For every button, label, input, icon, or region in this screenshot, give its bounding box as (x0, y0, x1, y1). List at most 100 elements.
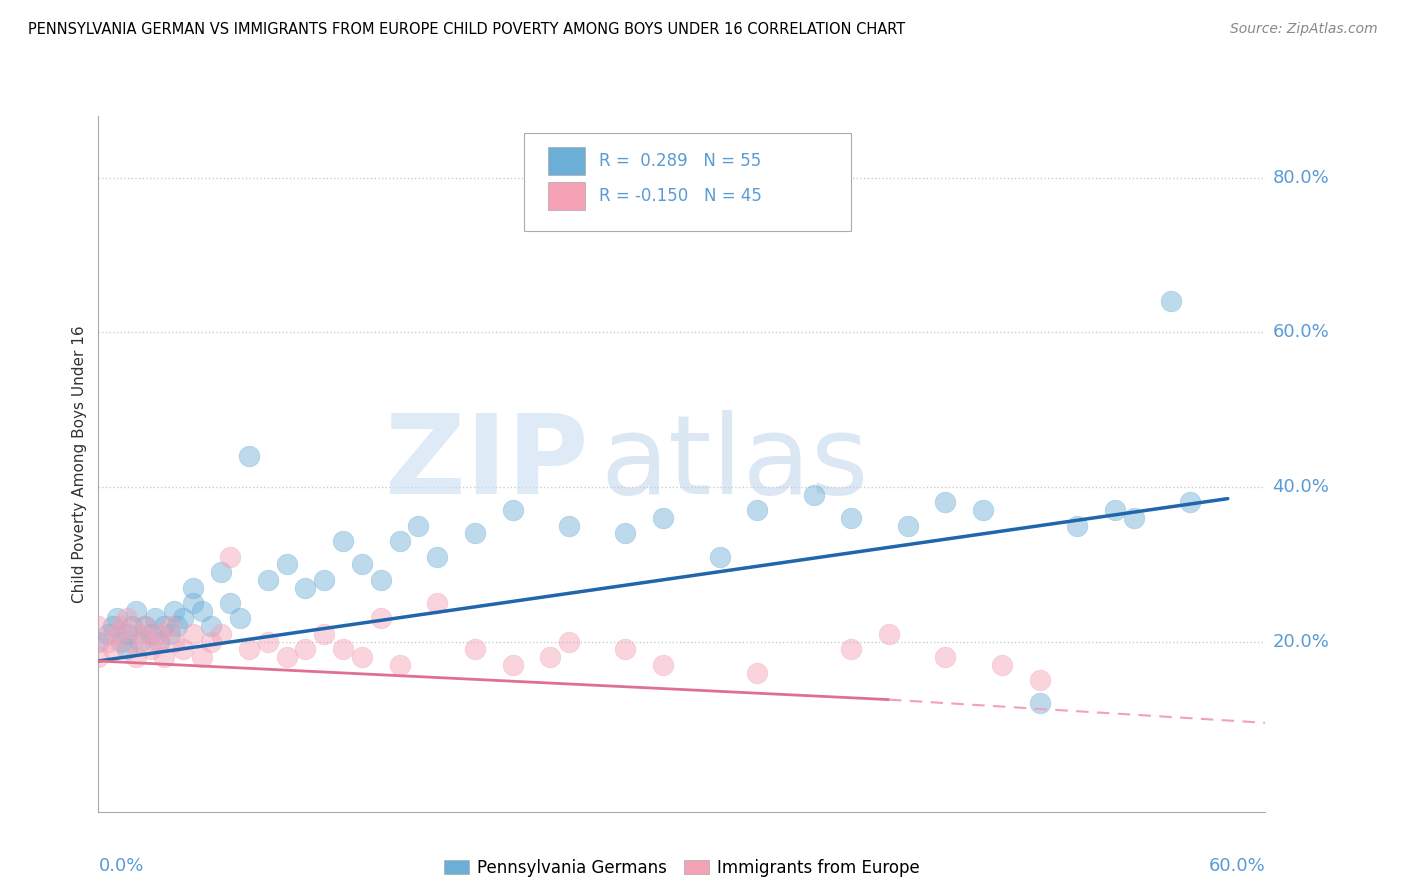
Point (87, 650, 110, 665)
Point (747, 503, 769, 517)
Text: 40.0%: 40.0% (1272, 478, 1329, 496)
Point (115, 642, 138, 657)
Point (172, 611, 194, 625)
Point (105, 611, 128, 625)
Text: 60.0%: 60.0% (1209, 857, 1265, 875)
Legend: Pennsylvania Germans, Immigrants from Europe: Pennsylvania Germans, Immigrants from Eu… (437, 852, 927, 883)
Point (134, 619, 156, 633)
Point (294, 642, 316, 657)
Point (1066, 518, 1088, 533)
Point (128, 627, 150, 641)
Point (1122, 511, 1144, 525)
Point (1028, 697, 1050, 711)
Point (332, 534, 354, 549)
Point (128, 634, 150, 648)
Point (103, 642, 125, 657)
Point (87, 634, 110, 648)
Point (408, 518, 430, 533)
Point (502, 657, 524, 672)
Point (897, 518, 920, 533)
Point (191, 650, 214, 665)
Point (276, 650, 298, 665)
Point (159, 619, 181, 633)
Point (276, 558, 298, 572)
Point (350, 650, 373, 665)
Point (148, 627, 170, 641)
Point (121, 634, 143, 648)
Point (877, 627, 900, 641)
Point (388, 657, 411, 672)
Point (538, 650, 561, 665)
Point (238, 642, 260, 657)
Point (97, 634, 120, 648)
Point (652, 511, 675, 525)
Point (388, 534, 411, 549)
Point (219, 596, 242, 610)
Point (1160, 294, 1182, 309)
Point (803, 488, 825, 502)
Point (558, 634, 581, 648)
Text: ZIP: ZIP (385, 410, 589, 517)
Point (839, 642, 862, 657)
Point (839, 511, 862, 525)
Y-axis label: Child Poverty Among Boys Under 16: Child Poverty Among Boys Under 16 (72, 325, 87, 603)
Point (143, 634, 166, 648)
Point (219, 549, 242, 564)
Point (614, 642, 637, 657)
Point (163, 634, 186, 648)
Point (614, 526, 637, 541)
Text: 80.0%: 80.0% (1272, 169, 1329, 186)
Point (426, 596, 449, 610)
Point (228, 611, 250, 625)
Text: 60.0%: 60.0% (1272, 324, 1329, 342)
Point (200, 634, 222, 648)
Point (294, 581, 316, 595)
Point (1104, 503, 1126, 517)
Point (200, 619, 222, 633)
Point (934, 650, 956, 665)
Point (370, 573, 392, 587)
Point (1178, 495, 1201, 509)
Point (747, 665, 769, 680)
Bar (548, 182, 585, 210)
Point (87, 619, 110, 633)
Text: R =  0.289   N = 55: R = 0.289 N = 55 (599, 153, 761, 170)
Point (314, 627, 336, 641)
Point (181, 596, 204, 610)
Point (209, 565, 232, 579)
Point (153, 650, 176, 665)
Point (972, 503, 994, 517)
Point (709, 549, 731, 564)
Point (125, 604, 148, 618)
Point (121, 619, 143, 633)
Point (934, 495, 956, 509)
Bar (548, 147, 585, 175)
Point (191, 604, 214, 618)
Point (153, 619, 176, 633)
Point (558, 518, 581, 533)
Point (238, 449, 260, 463)
Point (181, 627, 204, 641)
Point (426, 549, 449, 564)
Point (143, 611, 166, 625)
Point (332, 642, 354, 657)
Point (314, 573, 336, 587)
Text: 20.0%: 20.0% (1272, 632, 1329, 650)
Point (134, 619, 156, 633)
Text: R = -0.150   N = 45: R = -0.150 N = 45 (599, 187, 762, 205)
Point (110, 634, 132, 648)
Point (166, 619, 188, 633)
Point (115, 611, 138, 625)
Point (181, 581, 204, 595)
Point (139, 627, 162, 641)
Point (256, 634, 278, 648)
Point (350, 558, 373, 572)
Text: Source: ZipAtlas.com: Source: ZipAtlas.com (1230, 22, 1378, 37)
Point (209, 627, 232, 641)
Text: atlas: atlas (600, 410, 869, 517)
Point (148, 634, 170, 648)
Point (97, 627, 120, 641)
Point (1028, 673, 1050, 688)
Point (464, 526, 486, 541)
Point (256, 573, 278, 587)
